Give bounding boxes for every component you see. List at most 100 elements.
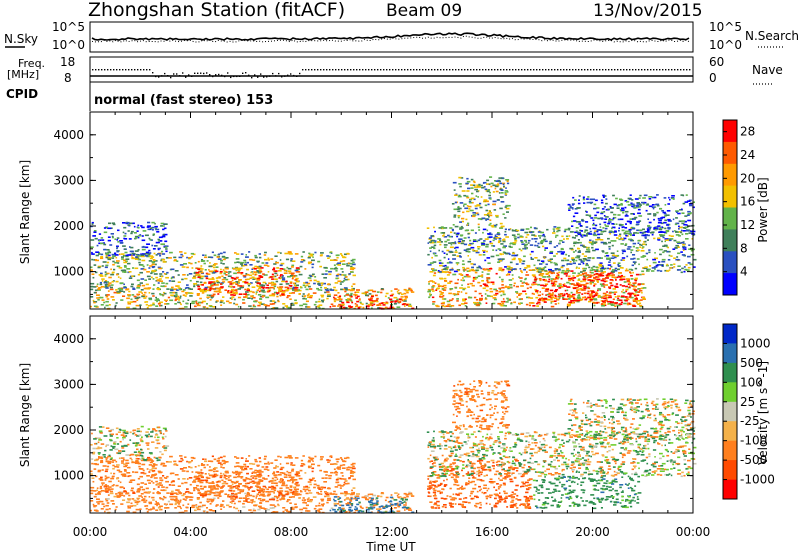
echo-cell: [549, 294, 554, 297]
echo-cell: [641, 247, 644, 250]
echo-cell: [318, 502, 321, 505]
echo-cell: [592, 295, 596, 298]
echo-cell: [185, 497, 188, 499]
echo-cell: [291, 273, 294, 275]
echo-cell: [144, 253, 148, 255]
echo-cell: [95, 463, 99, 466]
echo-cell: [227, 275, 232, 277]
echo-cell: [259, 284, 264, 286]
echo-cell: [290, 287, 294, 290]
echo-cell: [462, 269, 467, 271]
echo-cell: [163, 273, 166, 275]
echo-cell: [563, 257, 567, 260]
echo-cell: [290, 258, 293, 260]
echo-cell: [179, 455, 183, 457]
echo-cell: [184, 295, 187, 297]
echo-cell: [326, 499, 331, 501]
echo-cell: [448, 235, 452, 238]
echo-cell: [479, 285, 482, 287]
echo-cell: [307, 481, 312, 483]
echo-cell: [281, 293, 285, 296]
echo-cell: [223, 476, 226, 479]
echo-cell: [639, 304, 643, 307]
echo-cell: [159, 273, 163, 275]
echo-cell: [433, 244, 437, 247]
echo-cell: [635, 273, 640, 276]
echo-cell: [495, 216, 499, 218]
echo-cell: [119, 288, 124, 291]
echo-cell: [577, 239, 580, 241]
echo-cell: [670, 255, 673, 257]
echo-cell: [583, 234, 586, 237]
echo-cell: [534, 267, 537, 269]
echo-cell: [281, 280, 285, 283]
echo-cell: [99, 283, 103, 286]
echo-cell: [672, 248, 676, 250]
echo-cell: [513, 284, 515, 287]
echo-cell: [463, 268, 466, 270]
echo-cell: [578, 241, 582, 244]
echo-cell: [193, 284, 196, 286]
echo-cell: [91, 477, 95, 479]
echo-cell: [240, 263, 243, 265]
echo-cell: [438, 249, 440, 252]
echo-cell: [623, 237, 627, 240]
echo-cell: [300, 261, 304, 263]
echo-cell: [93, 495, 97, 498]
echo-cell: [347, 278, 350, 281]
echo-cell: [147, 456, 151, 459]
echo-cell: [273, 283, 277, 286]
echo-cell: [653, 227, 656, 229]
echo-cell: [385, 301, 388, 304]
echo-cell: [615, 255, 618, 257]
echo-cell: [154, 222, 156, 225]
echo-cell: [626, 297, 629, 300]
echo-cell: [596, 302, 598, 304]
echo-cell: [474, 271, 478, 274]
echo-cell: [288, 456, 292, 458]
echo-cell: [556, 277, 559, 280]
echo-cell: [299, 469, 303, 472]
echo-cell: [633, 204, 636, 207]
echo-cell: [624, 299, 628, 302]
echo-cell: [339, 260, 343, 263]
echo-cell: [108, 486, 112, 488]
echo-cell: [461, 220, 464, 223]
echo-cell: [641, 243, 646, 246]
echo-cell: [142, 253, 146, 255]
echo-cell: [129, 250, 134, 253]
echo-cell: [339, 298, 342, 301]
echo-cell: [470, 246, 475, 249]
echo-cell: [548, 259, 552, 262]
echo-cell: [252, 495, 255, 498]
echo-cell: [600, 231, 604, 233]
echo-cell: [314, 276, 317, 278]
echo-cell: [439, 293, 443, 296]
echo-cell: [123, 475, 127, 477]
echo-cell: [481, 274, 484, 276]
echo-cell: [174, 303, 177, 305]
echo-cell: [454, 194, 458, 196]
echo-cell: [393, 303, 397, 305]
echo-cell: [626, 255, 629, 258]
echo-cell: [376, 495, 380, 497]
echo-cell: [526, 287, 529, 290]
echo-cell: [543, 257, 546, 259]
echo-cell: [531, 292, 534, 295]
echo-cell: [127, 498, 131, 500]
echo-cell: [630, 274, 633, 277]
echo-cell: [294, 299, 297, 302]
echo-cell: [202, 289, 206, 292]
echo-cell: [587, 296, 591, 299]
echo-cell: [352, 478, 356, 481]
echo-cell: [154, 473, 158, 475]
echo-cell: [668, 254, 671, 257]
echo-cell: [619, 277, 623, 280]
echo-cell: [231, 277, 235, 279]
echo-cell: [286, 266, 289, 269]
echo-cell: [666, 230, 670, 233]
echo-cell: [337, 280, 342, 282]
echo-cell: [648, 251, 651, 254]
echo-cell: [638, 263, 640, 266]
echo-cell: [168, 484, 171, 486]
